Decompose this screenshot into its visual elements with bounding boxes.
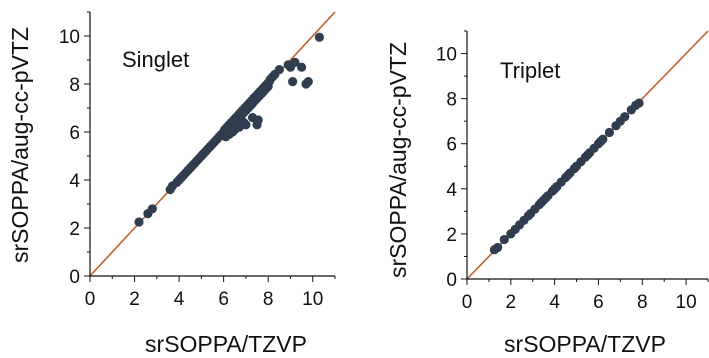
singlet-panel: 0 2 4 6 8 10 0 2 4 6 8 10 Singlet srSOPPA/TZVP srSO… [7, 11, 336, 357]
triplet-data-point [598, 134, 608, 144]
singlet-data-point [241, 120, 251, 130]
singlet-data-point [147, 204, 157, 214]
triplet-y-tick-label: 0 [446, 270, 457, 291]
triplet-panel: 0 2 4 6 8 10 0 2 4 6 8 10 Triplet srSOPPA/TZVP srSO… [385, 30, 709, 357]
singlet-data-point [290, 57, 300, 67]
singlet-data-point [301, 79, 311, 89]
triplet-data-point [634, 98, 644, 108]
singlet-y-tick-label: 6 [69, 123, 80, 144]
singlet-y-tick-label: 10 [59, 27, 80, 48]
triplet-data-point [493, 242, 503, 253]
triplet-y-tick-label: 10 [436, 45, 457, 66]
singlet-data-point [274, 65, 284, 75]
singlet-annotation: Singlet [122, 47, 189, 72]
triplet-y-tick-label: 4 [446, 180, 457, 201]
singlet-data-point [296, 62, 307, 72]
triplet-plot-area: 0 2 4 6 8 10 0 2 4 6 8 10 [436, 30, 709, 313]
singlet-data-point [253, 115, 263, 125]
triplet-y-tick-label: 2 [446, 225, 457, 246]
singlet-x-tick-label: 10 [302, 289, 323, 310]
triplet-x-tick-label: 6 [593, 292, 604, 313]
triplet-y-tick-label: 8 [446, 90, 457, 111]
triplet-y-axis-label: srSOPPA/aug-cc-pVTZ [385, 42, 411, 278]
singlet-data-point [134, 217, 144, 227]
triplet-x-tick-label: 4 [549, 292, 560, 313]
singlet-y-tick-label: 8 [69, 75, 80, 96]
triplet-annotation: Triplet [500, 58, 560, 83]
singlet-data-point [314, 32, 325, 42]
triplet-data-point [620, 112, 630, 122]
singlet-y-axis-label: srSOPPA/aug-cc-pVTZ [7, 27, 33, 263]
singlet-x-tick-label: 8 [263, 289, 274, 310]
singlet-y-tick-label: 2 [69, 219, 80, 240]
singlet-plot-area: 0 2 4 6 8 10 0 2 4 6 8 10 [59, 11, 336, 310]
triplet-data-point [604, 127, 615, 138]
singlet-x-tick-label: 6 [218, 289, 229, 310]
singlet-x-tick-label: 0 [85, 289, 96, 310]
triplet-x-tick-label: 10 [676, 292, 697, 313]
singlet-data-point [288, 77, 298, 87]
singlet-y-tick-label: 0 [69, 267, 80, 288]
triplet-x-tick-label: 2 [506, 292, 517, 313]
triplet-y-tick-label: 6 [446, 135, 457, 156]
triplet-x-tick-label: 0 [462, 292, 473, 313]
triplet-data-point [499, 234, 509, 245]
triplet-x-tick-label: 8 [637, 292, 648, 313]
triplet-x-axis-label: srSOPPA/TZVP [504, 331, 666, 357]
singlet-y-tick-label: 4 [69, 171, 80, 192]
singlet-x-tick-label: 2 [129, 289, 140, 310]
singlet-x-axis-label: srSOPPA/TZVP [145, 331, 307, 357]
singlet-x-tick-label: 4 [174, 289, 185, 310]
